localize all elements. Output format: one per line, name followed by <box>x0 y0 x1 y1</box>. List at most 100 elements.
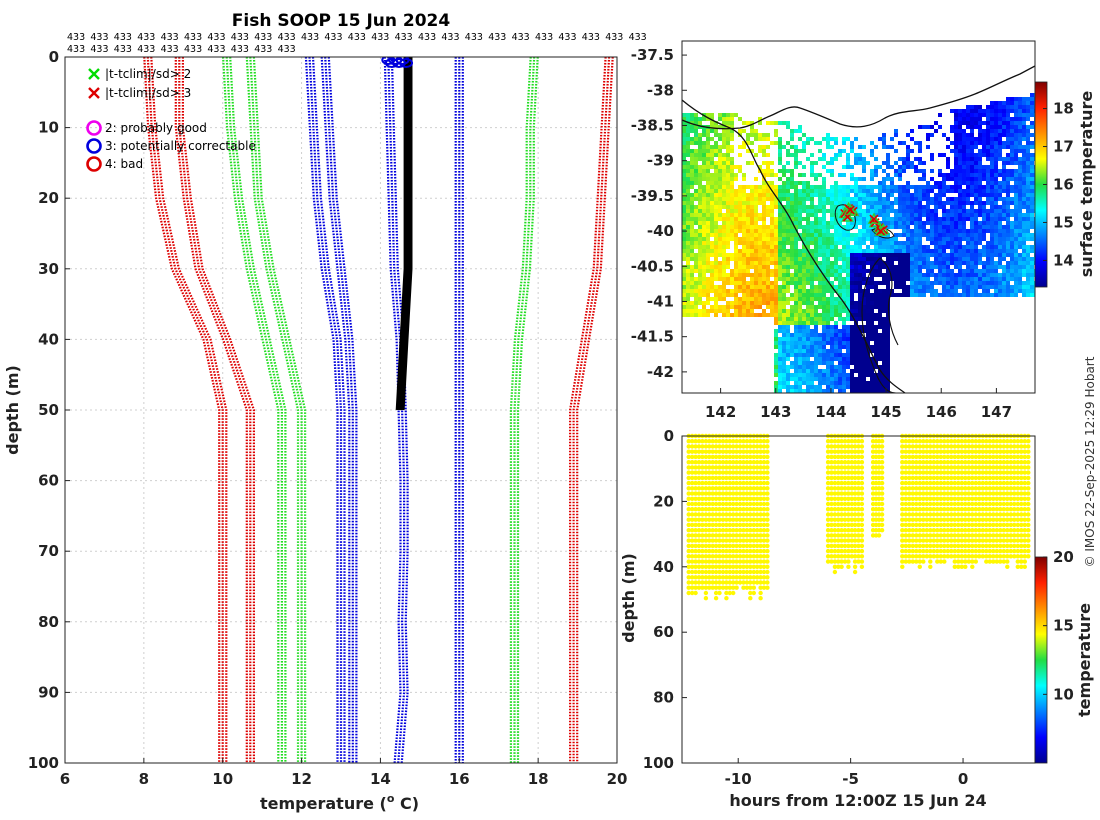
sst-cell <box>994 109 998 113</box>
sst-cell <box>682 225 686 229</box>
sst-cell <box>910 261 914 265</box>
sst-cell <box>1018 113 1022 117</box>
sst-cell <box>774 173 778 177</box>
sst-cell <box>786 205 790 209</box>
sst-cell <box>1014 161 1018 165</box>
ts-point <box>758 491 763 496</box>
sst-cell <box>926 193 930 197</box>
sst-cell <box>926 245 930 249</box>
sst-cell <box>830 317 834 321</box>
ts-point <box>690 444 695 449</box>
sst-cell <box>746 133 750 137</box>
sst-cell <box>1026 265 1030 269</box>
sst-cell <box>694 253 698 257</box>
sst-cell <box>1026 293 1030 297</box>
sst-cell <box>906 149 910 153</box>
sst-cell <box>822 313 826 317</box>
ts-point <box>720 507 726 512</box>
sst-cell <box>954 153 958 157</box>
sst-cell <box>950 217 954 221</box>
sst-cell <box>1014 257 1018 261</box>
sst-cell <box>886 145 890 149</box>
sst-cell <box>758 229 762 233</box>
sst-cell <box>806 369 810 373</box>
sst-cell <box>942 293 946 297</box>
sst-cell <box>798 341 802 345</box>
ts-point <box>693 564 698 569</box>
sst-cell <box>842 185 846 189</box>
sst-cell <box>814 209 818 213</box>
ts-point <box>700 564 705 569</box>
sst-cell <box>782 349 786 353</box>
series-line <box>225 57 283 763</box>
sst-cell <box>686 129 690 133</box>
sst-cell <box>866 381 870 385</box>
sst-cell <box>882 317 886 321</box>
sst-cell <box>934 281 938 285</box>
sst-cell <box>706 193 710 197</box>
sst-cell <box>858 337 862 341</box>
ts-point <box>744 512 750 517</box>
sst-cell <box>1014 137 1018 141</box>
sst-cell <box>922 285 926 289</box>
sst-cell <box>894 265 898 269</box>
sst-cell <box>1002 101 1006 105</box>
sst-cell <box>682 177 686 181</box>
y-tick-label: 90 <box>38 683 59 701</box>
sst-cell <box>1026 97 1030 101</box>
sst-cell <box>1026 173 1030 177</box>
sst-cell <box>922 281 926 285</box>
sst-cell <box>742 185 746 189</box>
sst-cell <box>726 145 730 149</box>
sst-cell <box>702 209 706 213</box>
sst-cell <box>770 173 774 177</box>
sst-cell <box>958 141 962 145</box>
sst-cell <box>1006 249 1010 253</box>
sst-cell <box>838 253 842 257</box>
sst-cell <box>858 209 862 213</box>
sst-cell <box>994 177 998 181</box>
sst-cell <box>894 253 898 257</box>
sst-cell <box>958 209 962 213</box>
sst-cell <box>818 221 822 225</box>
sst-cell <box>742 173 746 177</box>
sst-cell <box>778 245 782 249</box>
ts-point <box>724 596 729 601</box>
sst-cell <box>990 157 994 161</box>
sst-cell <box>954 165 958 169</box>
sst-cell <box>918 213 922 217</box>
sst-cell <box>870 229 874 233</box>
sst-cell <box>978 133 982 137</box>
ts-point <box>690 538 695 543</box>
sst-cell <box>874 289 878 293</box>
ts-point <box>755 569 760 575</box>
ts-point <box>686 496 691 501</box>
ts-point <box>748 528 753 533</box>
ts-point <box>720 554 726 559</box>
sst-cell <box>742 221 746 225</box>
sst-cell <box>962 153 966 157</box>
ts-point <box>731 585 736 590</box>
sst-cell <box>878 185 882 189</box>
sst-cell <box>994 237 998 241</box>
sst-cell <box>950 285 954 289</box>
sst-cell <box>822 361 826 365</box>
sst-cell <box>846 257 850 261</box>
ts-point <box>686 575 691 580</box>
sst-cell <box>854 365 858 369</box>
ts-point <box>727 517 732 522</box>
sst-cell <box>834 189 838 193</box>
sst-cell <box>766 229 770 233</box>
ts-point <box>707 522 712 528</box>
sst-cell <box>786 217 790 221</box>
sst-cell <box>722 281 726 285</box>
sst-cell <box>1002 109 1006 113</box>
ts-point <box>731 480 736 486</box>
x-tick-label: 18 <box>528 770 549 788</box>
sst-cell <box>850 173 854 177</box>
sst-cell <box>970 185 974 189</box>
sst-cell <box>834 325 838 329</box>
sst-cell <box>918 249 922 253</box>
sst-cell <box>798 381 802 385</box>
sst-cell <box>930 265 934 269</box>
